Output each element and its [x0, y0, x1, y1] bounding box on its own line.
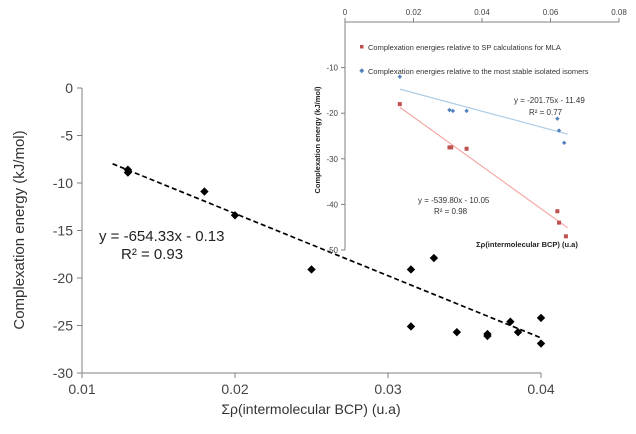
inset-chart: 0 0.02 0.04 0.06 0.08 -10 -20 -30 -40 -50 Comple…: [313, 8, 627, 255]
inset-data-point-sp-mla: [563, 234, 568, 239]
main-trendline: [112, 163, 542, 339]
legend-marker-stable-isomers: [359, 68, 365, 74]
main-x-tick-label: 0.03: [374, 381, 401, 397]
main-y-axis-title: Complexation energy (kJ/mol): [11, 130, 28, 329]
inset-trendline-r2-sp-mla: R² = 0.98: [434, 207, 468, 216]
inset-x-tick-label: 0.06: [543, 8, 559, 17]
main-data-point: [429, 253, 439, 263]
inset-y-tick-label: -40: [326, 200, 338, 209]
inset-data-point-stable-isomers: [556, 128, 562, 133]
inset-data-point-sp-mla: [449, 145, 454, 150]
main-y-tick-label: -20: [53, 270, 73, 286]
inset-data-point-stable-isomers: [397, 74, 402, 79]
inset-data-point-sp-mla: [555, 209, 560, 214]
inset-x-tick-label: 0.04: [474, 8, 490, 17]
inset-y-tick-label: -20: [326, 109, 338, 118]
main-data-point: [483, 331, 492, 341]
main-x-axis-title: Σρ(intermolecular BCP) (u.a): [221, 401, 400, 417]
main-y-tick-label: 0: [65, 80, 73, 96]
main-y-tick-label: -5: [61, 128, 74, 144]
main-data-point: [406, 322, 416, 331]
inset-x-tick-label: 0: [343, 8, 348, 17]
main-y-tick-label: -30: [53, 365, 73, 381]
inset-y-tick-label: -30: [326, 155, 338, 164]
main-x-tick-label: 0.04: [527, 381, 554, 397]
legend-marker-sp-mla: [360, 45, 364, 49]
main-data-point: [230, 211, 240, 220]
inset-y-tick-label: -10: [326, 64, 338, 73]
main-data-point: [452, 327, 462, 337]
main-data-point: [307, 265, 316, 274]
main-data-point: [513, 327, 523, 337]
main-data-point: [123, 168, 133, 177]
inset-x-axis-title: Σρ(intermolecular BCP) (u.a): [476, 240, 578, 249]
inset-data-point-stable-isomers: [562, 140, 567, 146]
main-data-point: [536, 339, 546, 348]
main-chart: 0 -5 -10 -15 -20 -25 -30 0.01 0.02 0.03 0.04 Comp…: [11, 80, 555, 417]
inset-trendline-stable-isomers: [399, 88, 568, 135]
inset-data-point-sp-mla: [464, 146, 469, 151]
inset-data-point-stable-isomers: [450, 108, 456, 114]
inset-trendline-equation-stable-isomers: y = -201.75x - 11.49: [514, 96, 585, 105]
main-x-tick-label: 0.02: [221, 381, 248, 397]
inset-trendline-equation-sp-mla: y = -539.80x - 10.05: [418, 196, 490, 205]
inset-legend: Complexation energies relative to SP cal…: [359, 43, 589, 76]
main-trendline-equation: y = -654.33x - 0.13: [99, 228, 225, 245]
main-y-tick-label: -25: [53, 318, 73, 334]
inset-data-point-stable-isomers: [464, 108, 469, 114]
inset-data-point-sp-mla: [557, 220, 562, 225]
inset-data-point-stable-isomers: [447, 107, 452, 113]
inset-x-tick-label: 0.02: [406, 8, 422, 17]
legend-label-stable-isomers: Complexation energies relative to the mo…: [368, 67, 589, 76]
inset-data-point-sp-mla: [397, 102, 402, 107]
inset-trendline-r2-stable-isomers: R² = 0.77: [529, 108, 563, 117]
main-data-point: [506, 317, 515, 326]
inset-plot-area: [345, 22, 619, 250]
inset-y-tick-label: -50: [326, 246, 338, 255]
main-data-point: [536, 313, 546, 323]
main-data-point: [406, 265, 416, 274]
main-data-point: [200, 187, 209, 196]
main-y-tick-label: -15: [53, 223, 73, 239]
main-x-tick-label: 0.01: [68, 381, 95, 397]
main-trendline-r2: R² = 0.93: [121, 246, 183, 263]
inset-y-axis-title: Complexation energy (kJ/mol): [313, 86, 322, 194]
inset-trendline-sp-mla: [399, 106, 568, 229]
main-y-tick-label: -10: [53, 175, 73, 191]
legend-label-sp-mla: Complexation energies relative to SP cal…: [368, 43, 561, 52]
inset-data-point-stable-isomers: [555, 116, 560, 121]
inset-x-tick-label: 0.08: [611, 8, 627, 17]
